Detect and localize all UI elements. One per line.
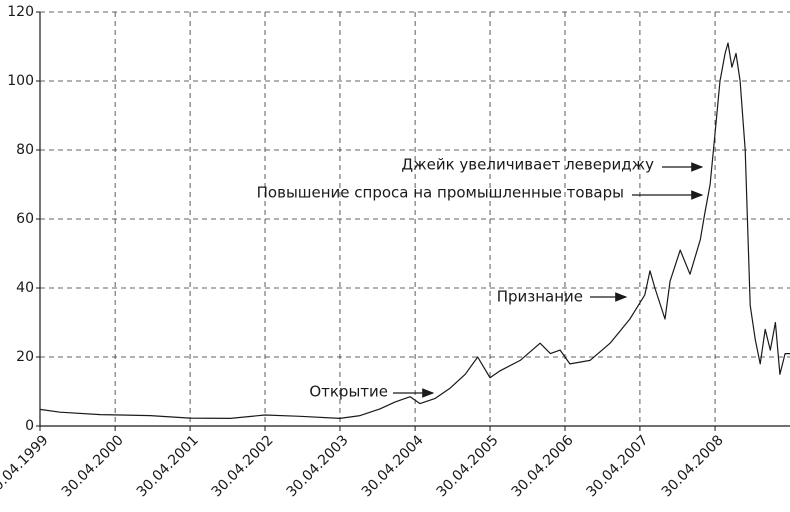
y-tick-label: 120 [7,4,34,20]
x-tick-label: 30.04.2006 [509,432,577,500]
x-tick-label: 30.04.2004 [359,432,427,500]
annotation: Открытие [309,383,388,401]
y-tick-label: 100 [7,73,34,89]
x-tick-label: 30.04.2007 [584,432,652,500]
annotation: Повышение спроса на промышленные товары [257,184,624,202]
annotation: Признание [497,288,583,306]
y-tick-label: 60 [16,211,34,227]
x-tick-label: 30.04.2000 [59,432,127,500]
annotation: Джейк увеличивает левериджу [401,156,654,174]
y-tick-label: 0 [25,418,34,434]
x-tick-label: 30.04.2008 [659,432,727,500]
price-line [39,42,790,419]
x-tick-label: 30.04.1999 [0,432,52,500]
x-tick-label: 30.04.2003 [284,432,352,500]
x-tick-label: 30.04.2002 [209,432,277,500]
y-tick-label: 40 [16,280,34,296]
y-tick-label: 20 [16,349,34,365]
x-tick-label: 30.04.2005 [434,432,502,500]
y-tick-label: 80 [16,142,34,158]
annotations: Открытие Признание Повышение спроса на п… [257,156,704,401]
x-tick-label: 30.04.2001 [134,432,202,500]
